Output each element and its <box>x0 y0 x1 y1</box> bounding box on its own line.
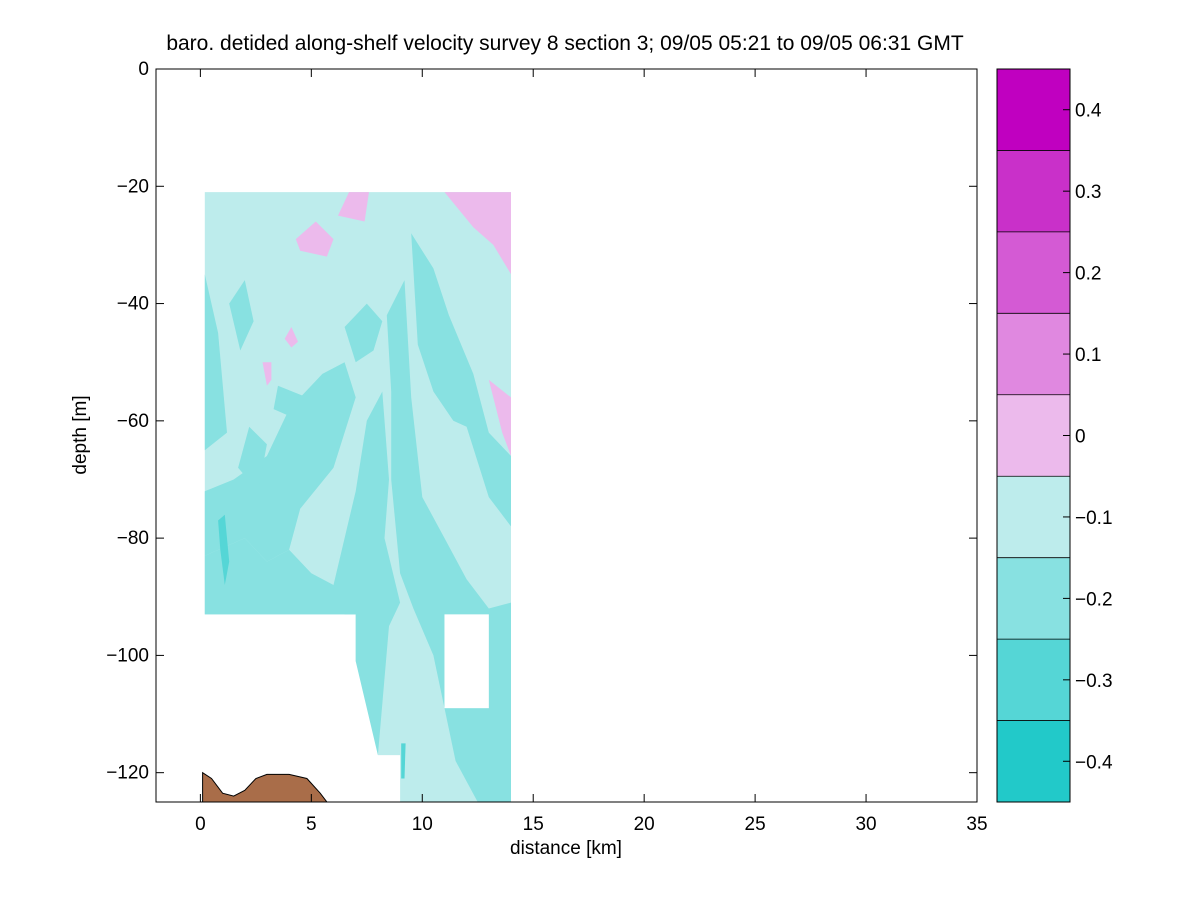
velocity-contour-region <box>238 426 267 492</box>
colorbar-level <box>997 476 1070 558</box>
y-tick-label: −40 <box>117 294 149 315</box>
colorbar-level <box>997 150 1070 232</box>
velocity-contour-region <box>338 192 369 222</box>
colorbar-tick-label: 0.1 <box>1075 345 1101 366</box>
colorbar-tick-label: 0 <box>1075 427 1086 448</box>
colorbar-tick-label: 0.4 <box>1075 101 1102 122</box>
y-axis-label: depth [m] <box>70 395 91 474</box>
x-tick-label: 15 <box>523 814 544 835</box>
plot-content <box>202 192 511 802</box>
plot-frame <box>155 68 978 803</box>
y-tick-label: 0 <box>138 59 149 80</box>
colorbar-level <box>997 69 1070 151</box>
colorbar-tick-label: −0.3 <box>1075 671 1113 692</box>
chart-title: baro. detided along-shelf velocity surve… <box>166 32 963 55</box>
velocity-contour-region <box>229 280 254 351</box>
y-tick-label: −20 <box>117 176 149 197</box>
x-tick-label: 25 <box>745 814 766 835</box>
x-tick-label: 0 <box>195 814 206 835</box>
axis-ticks: 0 5 10 15 20 25 30 35 0 −20 −40 −60 −80 −100 −120 <box>106 59 987 835</box>
seafloor-bathymetry <box>202 771 328 802</box>
y-tick-label: −60 <box>117 411 149 432</box>
y-tick-label: −80 <box>117 528 149 549</box>
velocity-contour-region <box>295 221 334 257</box>
colorbar-tick-label: −0.4 <box>1075 752 1113 773</box>
velocity-contour-region <box>204 274 227 451</box>
colorbar-level <box>997 639 1070 721</box>
y-tick-label: −120 <box>106 763 149 784</box>
x-axis-label: distance [km] <box>510 838 622 859</box>
colorbar-level <box>997 394 1070 477</box>
velocity-contour-region <box>262 362 272 386</box>
missing-data-block <box>444 614 489 709</box>
velocity-contour-region <box>344 303 383 363</box>
x-tick-label: 10 <box>412 814 433 835</box>
velocity-contour-region <box>204 538 356 615</box>
colorbar-tick-label: 0.2 <box>1075 264 1101 285</box>
colorbar <box>997 69 1070 802</box>
velocity-contour-region <box>411 233 511 527</box>
velocity-contour-region <box>273 385 307 421</box>
velocity-contour-region <box>333 391 401 756</box>
x-tick-label: 30 <box>855 814 876 835</box>
velocity-contour-region <box>218 514 230 585</box>
colorbar-level <box>997 720 1070 802</box>
colorbar-level <box>997 313 1070 395</box>
velocity-contour-region <box>401 743 406 779</box>
colorbar-tick-label: −0.1 <box>1075 508 1113 529</box>
velocity-contour-region <box>444 192 511 275</box>
colorbar-tick-label: −0.2 <box>1075 589 1113 610</box>
x-tick-label: 5 <box>306 814 317 835</box>
colorbar-tick-label: 0.3 <box>1075 182 1101 203</box>
y-tick-label: −100 <box>106 645 149 666</box>
colorbar-ticks: 0.4 0.3 0.2 0.1 0 −0.1 −0.2 −0.3 −0.4 <box>1063 101 1113 773</box>
velocity-contour-region <box>488 379 511 456</box>
velocity-contour-region <box>284 327 298 348</box>
x-tick-label: 20 <box>634 814 655 835</box>
colorbar-level <box>997 557 1070 640</box>
colorbar-level <box>997 231 1070 314</box>
x-tick-label: 35 <box>966 814 987 835</box>
velocity-contour-region <box>204 362 356 562</box>
